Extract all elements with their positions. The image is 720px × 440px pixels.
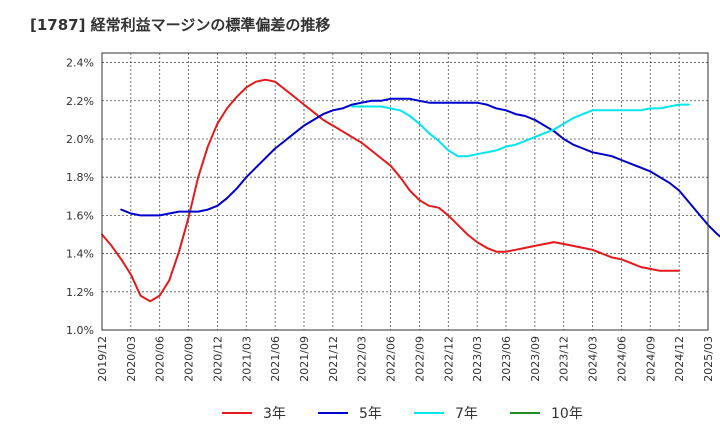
y-tick-label: 1.2% bbox=[66, 286, 94, 299]
x-tick-label: 2020/12 bbox=[211, 336, 224, 382]
x-tick-label: 2020/03 bbox=[125, 336, 138, 382]
x-tick-label: 2020/09 bbox=[183, 336, 196, 382]
series-line-3 bbox=[351, 103, 690, 158]
x-tick-label: 2024/09 bbox=[644, 336, 657, 382]
y-tick-label: 1.6% bbox=[66, 209, 94, 222]
y-tick-label: 2.4% bbox=[66, 57, 94, 70]
legend-label: 3年 bbox=[263, 406, 286, 422]
x-tick-label: 2023/09 bbox=[529, 336, 542, 382]
y-tick-label: 1.0% bbox=[66, 324, 94, 337]
x-tick-label: 2023/03 bbox=[471, 336, 484, 382]
y-tick-label: 2.0% bbox=[66, 133, 94, 146]
plot-frame bbox=[101, 52, 709, 331]
x-tick-label: 2020/06 bbox=[154, 336, 167, 382]
legend: 3年 5年 7年 10年 bbox=[222, 406, 583, 422]
axes: 1.0% 1.2% 1.4% 1.6% 1.8% 2.0% 2.2% 2.4% 2019/12 2… bbox=[66, 52, 715, 382]
y-tick-label: 1.8% bbox=[66, 171, 94, 184]
y-tick-label: 2.2% bbox=[66, 95, 94, 108]
x-tick-label: 2022/09 bbox=[413, 336, 426, 382]
series-lines bbox=[101, 78, 720, 303]
x-tick-label: 2023/12 bbox=[558, 336, 571, 382]
x-tick-label: 2022/06 bbox=[385, 336, 398, 382]
x-tick-label: 2021/09 bbox=[298, 336, 311, 382]
series-line-1 bbox=[101, 78, 681, 303]
x-tick-label: 2022/03 bbox=[356, 336, 369, 382]
legend-label: 7年 bbox=[455, 406, 478, 422]
x-tick-label: 2021/12 bbox=[327, 336, 340, 382]
x-tick-label: 2025/03 bbox=[702, 336, 715, 382]
chart-title: [1787] 経常利益マージンの標準偏差の推移 bbox=[30, 16, 331, 34]
x-tick-label: 2024/06 bbox=[615, 336, 628, 382]
legend-label: 5年 bbox=[359, 406, 382, 422]
x-tick-label: 2021/06 bbox=[269, 336, 282, 382]
x-tick-label: 2019/12 bbox=[96, 336, 109, 382]
x-tick-label: 2024/12 bbox=[673, 336, 686, 382]
x-tick-label: 2023/06 bbox=[500, 336, 513, 382]
series-line-2 bbox=[120, 97, 720, 238]
legend-label: 10年 bbox=[551, 406, 583, 422]
x-tick-label: 2021/03 bbox=[240, 336, 253, 382]
x-tick-label: 2022/12 bbox=[442, 336, 455, 382]
grid bbox=[102, 53, 708, 330]
y-tick-label: 1.4% bbox=[66, 248, 94, 261]
x-tick-label: 2024/03 bbox=[587, 336, 600, 382]
